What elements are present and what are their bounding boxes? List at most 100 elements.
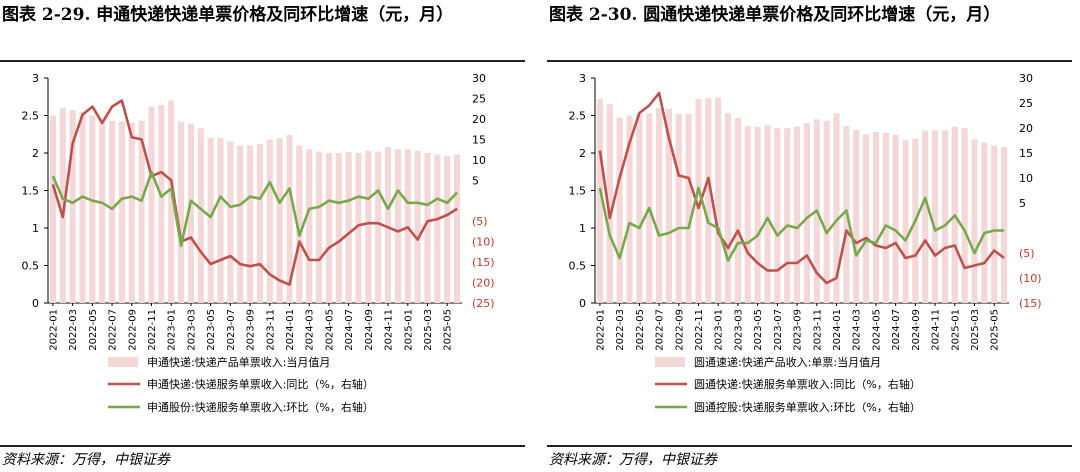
x-tick-label: 2024-03 [852, 309, 863, 351]
bar [266, 139, 273, 303]
x-tick-label: 2024-01 [285, 309, 296, 351]
bar [863, 134, 870, 303]
yoy-line [598, 91, 1005, 285]
bar [665, 108, 672, 303]
y-left-tick-label: 2 [579, 147, 586, 160]
x-tick-label: 2023-01 [714, 309, 725, 351]
top-rule [547, 60, 1072, 62]
bar [217, 138, 224, 303]
y-left-tick-label: 1.5 [22, 185, 40, 198]
bar [636, 114, 643, 303]
bar [109, 120, 116, 303]
x-tick-label: 2024-09 [364, 309, 375, 351]
bar [626, 115, 633, 303]
bar [675, 114, 682, 303]
legend-label: 圆通控股:快递服务单票收入:环比（%，右轴） [694, 400, 921, 414]
bar [685, 114, 692, 303]
bar [316, 151, 323, 303]
bar [247, 145, 254, 303]
bar [695, 99, 702, 303]
legend-swatch-bar [108, 357, 138, 367]
bar [892, 135, 899, 303]
y-right-tick-label: 20 [1019, 122, 1033, 135]
bar [991, 145, 998, 303]
chart-title: 图表 2-30. 圆通快递快递单票价格及同环比增速（元，月） [549, 5, 1001, 25]
y-right-tick-label: (15) [1019, 297, 1042, 310]
bar [256, 144, 263, 303]
bar [375, 151, 382, 303]
legend-label: 申通股份:快递服务单票收入:环比（%，右轴） [147, 400, 374, 414]
y-right-tick-label: (15) [472, 256, 495, 269]
bar [128, 123, 135, 303]
x-tick-label: 2023-01 [167, 309, 178, 351]
bar [705, 98, 712, 303]
yoy-line [51, 99, 458, 286]
y-right-tick-label: 25 [1019, 97, 1033, 110]
x-tick-label: 2023-09 [246, 309, 257, 351]
bar [138, 120, 145, 303]
x-tick-label: 2024-09 [911, 309, 922, 351]
bar [454, 154, 461, 303]
bar [981, 142, 988, 303]
chart-svg: 0 0.5 1 1.5 2 2.5 3 30 25 20 15 10 5 (5) (10) (15) 2022-… [569, 72, 1042, 414]
bar [158, 105, 165, 303]
y-left-tick-label: 1 [579, 222, 586, 235]
y-right-tick-label: (10) [472, 236, 495, 249]
bar [754, 126, 761, 303]
y-left-tick-label: 2.5 [22, 110, 40, 123]
x-tick-label: 2022-01 [48, 309, 59, 351]
bar [784, 128, 791, 303]
bar [872, 132, 879, 303]
bar [424, 153, 431, 303]
bar [764, 125, 771, 303]
bar [59, 108, 66, 303]
x-tick-label: 2023-07 [773, 309, 784, 351]
x-tick-label: 2025-01 [950, 309, 961, 351]
y-left-tick-label: 3 [579, 72, 586, 85]
bar [961, 128, 968, 303]
bar [596, 99, 603, 303]
bar [444, 156, 451, 303]
x-tick-label: 2025-05 [443, 309, 454, 351]
x-tick-label: 2025-05 [990, 309, 1001, 351]
chart-panel-ytoexpress: 图表 2-30. 圆通快递快递单票价格及同环比增速（元，月） 0 0.5 1 1.5 2… [547, 0, 1072, 472]
bar [187, 123, 194, 303]
x-tick-label: 2022-09 [127, 309, 138, 351]
y-left-tick-label: 3 [32, 72, 39, 85]
chart-svg: 0 0.5 1 1.5 2 2.5 3 30 25 20 15 10 5 (5) (10) (15) (20) (… [22, 72, 495, 414]
bar [606, 104, 613, 303]
x-tick-label: 2024-05 [871, 309, 882, 351]
bar [365, 150, 372, 303]
bar [1001, 147, 1008, 303]
legend-label: 申通快递:快递服务单票收入:同比（%，右轴） [147, 377, 374, 391]
x-tick-label: 2023-07 [226, 309, 237, 351]
y-right-tick-label: 10 [1019, 172, 1033, 185]
x-tick-label: 2023-11 [812, 309, 823, 351]
x-tick-label: 2023-09 [793, 309, 804, 351]
bar [794, 126, 801, 303]
bar [902, 140, 909, 303]
bar [616, 117, 623, 303]
y-right-tick-label: 30 [1019, 72, 1033, 85]
y-right-tick-label: (25) [472, 297, 495, 310]
x-tick-label: 2022-03 [68, 309, 79, 351]
source-note: 资料来源：万得，中银证券 [549, 452, 717, 468]
bar [833, 113, 840, 303]
y-right-tick-label: 15 [1019, 147, 1033, 160]
x-tick-label: 2024-07 [344, 309, 355, 351]
bar [276, 138, 283, 303]
bar [49, 115, 56, 303]
bar [306, 149, 313, 303]
bar [414, 150, 421, 303]
legend-label: 申通快递:快递产品单票收入:当月值月 [147, 355, 330, 369]
y-right-tick-label: 5 [1019, 197, 1026, 210]
bar [237, 145, 244, 303]
bar [823, 120, 830, 303]
bottom-rule [547, 445, 1072, 447]
bar [89, 115, 96, 303]
x-tick-label: 2025-01 [403, 309, 414, 351]
y-right-tick-label: (10) [1019, 272, 1042, 285]
x-tick-label: 2022-03 [615, 309, 626, 351]
bar [715, 97, 722, 303]
x-tick-label: 2022-11 [694, 309, 705, 351]
